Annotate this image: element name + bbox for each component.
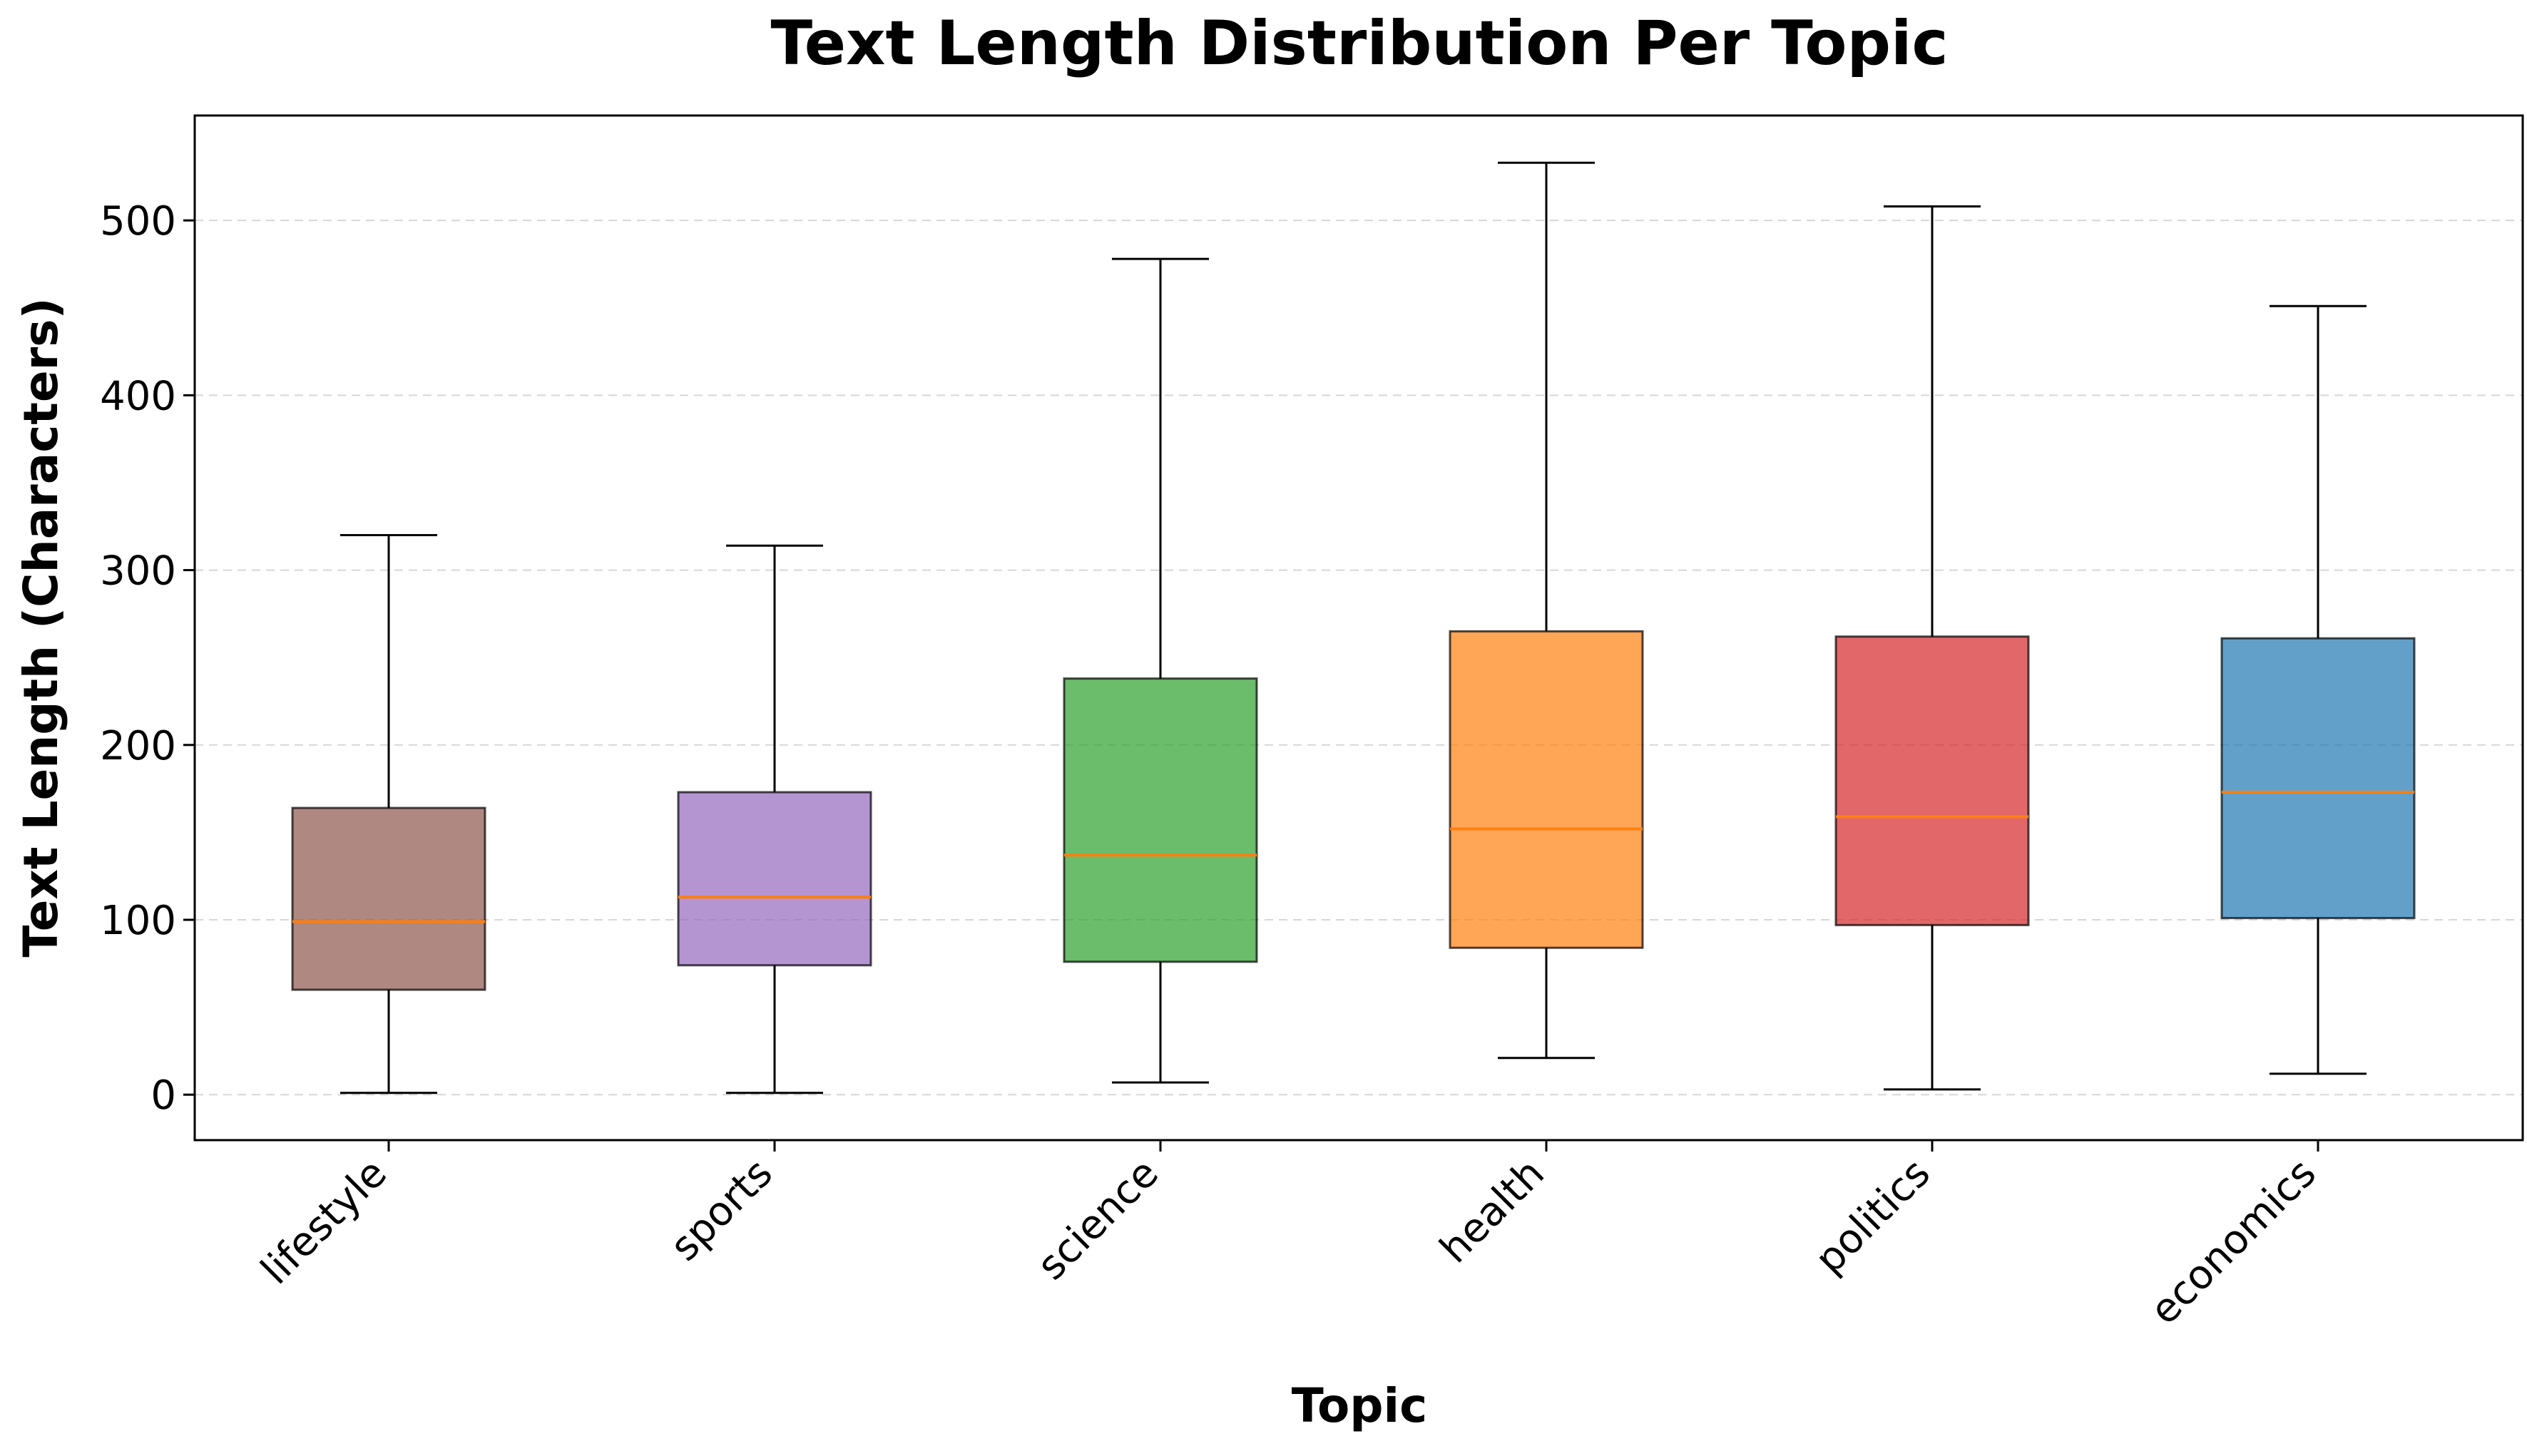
box-sports	[677, 544, 872, 1094]
x-tick-label: economics	[2141, 1150, 2325, 1334]
y-tick-label: 200	[100, 723, 176, 769]
y-axis-label: Text Length (Characters)	[14, 297, 68, 957]
box-politics	[1834, 205, 2030, 1091]
y-axis-ticks: 0 100 200 300 400 500	[100, 198, 195, 1119]
y-tick-label: 400	[100, 373, 176, 419]
plot-frame	[193, 114, 2524, 1142]
box-science	[1063, 257, 1258, 1084]
x-tick-label: health	[1431, 1150, 1553, 1272]
box-economics	[2220, 304, 2416, 1075]
y-tick-label: 0	[150, 1072, 176, 1119]
x-tick-label: politics	[1807, 1150, 1939, 1283]
x-axis-ticks: lifestyle sports science health politics econ…	[252, 1140, 2325, 1334]
x-tick-label: science	[1028, 1150, 1168, 1289]
y-tick-label: 100	[100, 898, 176, 944]
box-lifestyle	[291, 534, 486, 1094]
y-tick-label: 300	[100, 548, 176, 595]
iqr-box	[677, 791, 872, 967]
x-axis-label: Topic	[1292, 1378, 1428, 1433]
x-tick-label: lifestyle	[252, 1150, 396, 1293]
y-tick-label: 500	[100, 198, 176, 245]
iqr-box	[1834, 635, 2030, 926]
iqr-box	[1063, 677, 1258, 963]
chart-title: Text Length Distribution Per Topic	[770, 8, 1948, 79]
grid-lines	[195, 220, 2523, 1096]
box-health	[1449, 161, 1644, 1060]
x-tick-label: sports	[662, 1150, 782, 1270]
boxes	[291, 161, 2416, 1094]
iqr-box	[291, 806, 486, 991]
iqr-box	[1449, 630, 1644, 949]
iqr-box	[2220, 637, 2416, 920]
